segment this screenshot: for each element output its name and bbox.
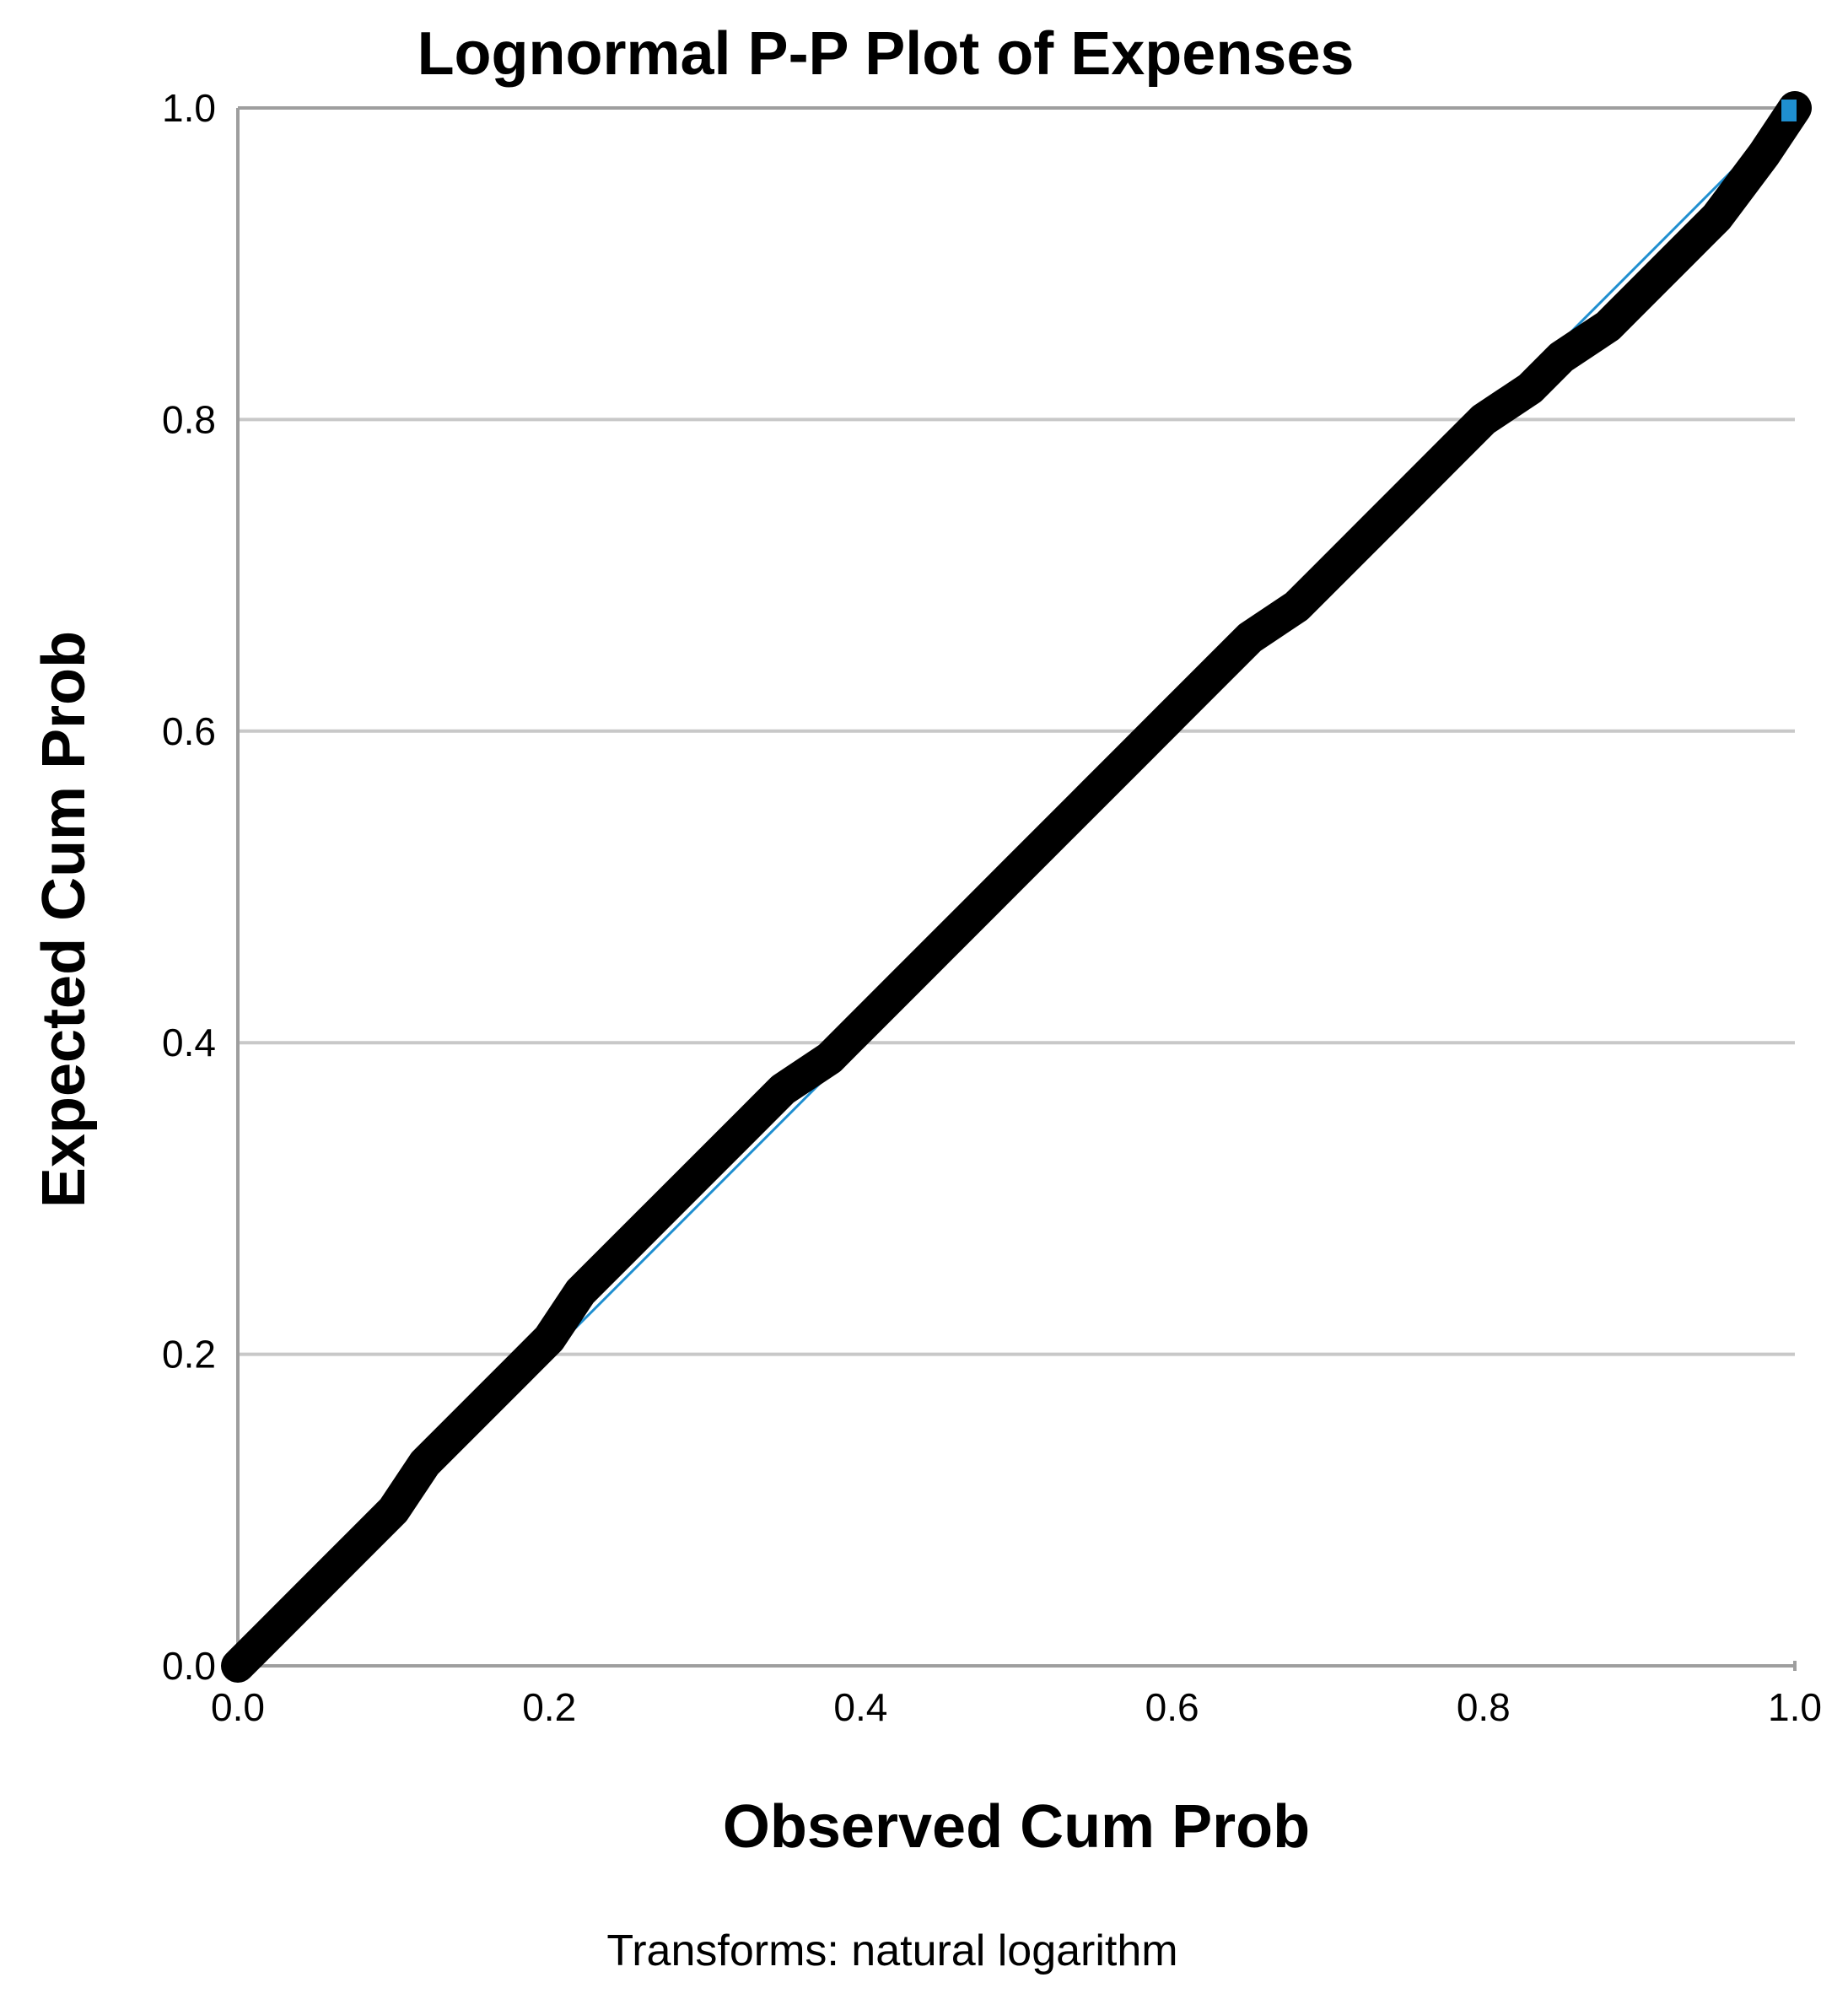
- x-tick-label: 1.0: [1768, 1685, 1822, 1729]
- data-point: [972, 888, 999, 916]
- data-points: [221, 91, 1812, 1683]
- data-point: [1469, 406, 1497, 434]
- chart-title: Lognormal P-P Plot of Expenses: [418, 20, 1355, 88]
- data-point: [348, 1528, 376, 1555]
- data-point: [1204, 655, 1232, 682]
- data-point: [1158, 702, 1186, 730]
- y-tick-label: 0.0: [162, 1644, 216, 1688]
- data-point: [1283, 593, 1311, 621]
- grid-lines: [238, 418, 1795, 1356]
- data-point: [504, 1356, 532, 1384]
- data-point: [893, 967, 921, 994]
- data-point: [1003, 858, 1030, 886]
- data-point: [847, 1013, 875, 1041]
- x-tick-label: 0.8: [1457, 1685, 1511, 1729]
- data-point: [224, 1652, 251, 1679]
- data-point: [1750, 141, 1778, 169]
- data-point: [660, 1184, 687, 1212]
- data-point: [1625, 281, 1653, 309]
- data-point: [691, 1153, 719, 1181]
- y-tick-labels: 0.0 0.2 0.4 0.6 0.8 1.0: [162, 86, 216, 1688]
- x-tick-label: 0.2: [522, 1685, 576, 1729]
- y-tick-label: 0.6: [162, 709, 216, 753]
- data-point: [1703, 203, 1731, 231]
- data-point: [567, 1278, 595, 1306]
- data-point: [1127, 733, 1155, 761]
- x-tick-labels: 0.0 0.2 0.4 0.6 0.8 1.0: [211, 1685, 1822, 1729]
- data-point: [1360, 515, 1388, 542]
- data-point: [738, 1107, 766, 1134]
- x-tick-label: 0.4: [833, 1685, 887, 1729]
- data-point: [1049, 811, 1077, 838]
- reference-line-endpoint: [1781, 100, 1797, 121]
- data-point: [1517, 374, 1544, 402]
- data-point: [302, 1574, 330, 1602]
- data-point: [769, 1075, 797, 1103]
- x-tick-label: 0.0: [211, 1685, 265, 1729]
- data-point: [457, 1403, 485, 1431]
- data-point: [1672, 234, 1700, 262]
- points-band: [221, 91, 1812, 1683]
- data-point: [1548, 343, 1576, 371]
- y-tick-label: 0.8: [162, 397, 216, 441]
- data-point: [1438, 437, 1466, 465]
- data-point: [536, 1325, 563, 1353]
- axes: [236, 106, 1797, 1671]
- data-point: [1594, 312, 1622, 340]
- data-point: [1392, 483, 1420, 511]
- y-tick-label: 0.2: [162, 1333, 216, 1377]
- data-point: [924, 935, 952, 963]
- y-tick-label: 0.4: [162, 1021, 216, 1064]
- data-point: [1314, 562, 1342, 590]
- y-tick-label: 1.0: [162, 86, 216, 130]
- y-axis-label: Expected Cum Prob: [30, 631, 98, 1208]
- x-axis-label: Observed Cum Prob: [723, 1793, 1310, 1861]
- data-point: [1080, 779, 1108, 807]
- data-point: [255, 1621, 283, 1649]
- data-point: [380, 1496, 407, 1524]
- data-point: [613, 1231, 641, 1259]
- data-point: [816, 1044, 843, 1072]
- data-point: [1236, 623, 1263, 651]
- x-tick-label: 0.6: [1145, 1685, 1199, 1729]
- data-point: [411, 1449, 439, 1477]
- transform-footnote: Transforms: natural logarithm: [606, 1926, 1177, 1975]
